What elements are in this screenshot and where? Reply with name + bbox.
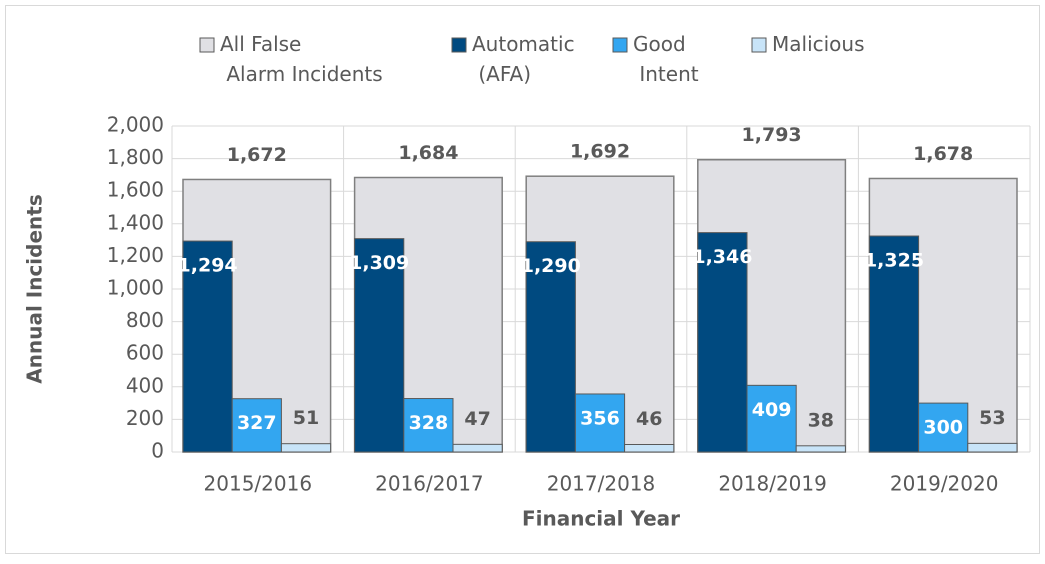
- y-tick-label: 400: [126, 373, 164, 397]
- legend-line: Alarm Incidents: [220, 62, 383, 86]
- bar: [452, 443, 503, 453]
- data-label: 53: [979, 407, 1005, 429]
- data-label: 47: [464, 408, 490, 430]
- bar: [746, 384, 797, 453]
- y-tick-label: 1,600: [107, 178, 164, 202]
- y-tick-label: 1,200: [107, 243, 164, 267]
- data-label: 51: [293, 407, 319, 429]
- y-tick-label: 1,400: [107, 210, 164, 234]
- legend-label: Automatic (AFA): [472, 32, 575, 86]
- legend-label: All False Alarm Incidents: [220, 32, 383, 86]
- legend-swatch: [612, 37, 628, 53]
- data-label: 1,678: [913, 143, 973, 165]
- y-tick-label: 0: [151, 439, 164, 463]
- legend-label: Good Intent: [633, 32, 699, 86]
- y-tick-label: 200: [126, 406, 164, 430]
- legend-line: Intent: [633, 62, 699, 86]
- bar: [697, 232, 748, 453]
- chart-border: [5, 5, 1040, 554]
- data-label: 46: [636, 408, 662, 430]
- data-label: 300: [923, 417, 963, 439]
- legend-swatch: [751, 37, 767, 53]
- y-tick-label: 600: [126, 341, 164, 365]
- y-axis-title: Annual Incidents: [23, 194, 47, 383]
- data-label: 328: [409, 412, 449, 434]
- bar: [918, 402, 969, 453]
- y-tick-label: 1,800: [107, 145, 164, 169]
- bar: [574, 393, 626, 453]
- bar: [795, 445, 846, 453]
- data-label: 1,793: [742, 124, 802, 146]
- data-label: 1,346: [692, 246, 752, 268]
- bar: [624, 444, 675, 453]
- data-label: 38: [808, 409, 834, 431]
- legend-label: Malicious: [772, 32, 865, 56]
- bar: [354, 238, 405, 453]
- bar: [280, 443, 332, 453]
- data-label: 327: [237, 412, 277, 434]
- data-label: 1,692: [570, 141, 630, 163]
- data-label: 1,325: [864, 250, 924, 272]
- bar: [868, 235, 920, 453]
- y-tick-label: 1,000: [107, 276, 164, 300]
- x-tick-label: 2015/2016: [204, 472, 313, 496]
- legend-line: Malicious: [772, 32, 865, 56]
- legend-line: All False: [220, 32, 301, 56]
- data-label: 1,672: [227, 144, 287, 166]
- bar: [231, 398, 282, 453]
- x-axis-title: Financial Year: [522, 507, 680, 531]
- bar: [525, 241, 576, 453]
- x-tick-label: 2018/2019: [718, 472, 827, 496]
- data-label: 1,290: [521, 255, 581, 277]
- data-label: 409: [752, 399, 792, 421]
- y-tick-label: 2,000: [107, 113, 164, 137]
- x-tick-label: 2019/2020: [890, 472, 999, 496]
- legend-swatch: [199, 37, 215, 53]
- legend-swatch: [451, 37, 467, 53]
- data-label: 356: [580, 407, 620, 429]
- data-label: 1,684: [398, 142, 458, 164]
- data-label: 1,309: [349, 252, 409, 274]
- data-label: 1,294: [178, 255, 238, 277]
- legend-line: Good: [633, 32, 686, 56]
- x-tick-label: 2016/2017: [375, 472, 484, 496]
- y-tick-label: 800: [126, 308, 164, 332]
- bar: [182, 240, 233, 453]
- bar: [403, 398, 454, 453]
- legend-line: Automatic: [472, 32, 575, 56]
- legend-line: (AFA): [472, 62, 531, 86]
- x-tick-label: 2017/2018: [547, 472, 656, 496]
- bar: [967, 442, 1018, 453]
